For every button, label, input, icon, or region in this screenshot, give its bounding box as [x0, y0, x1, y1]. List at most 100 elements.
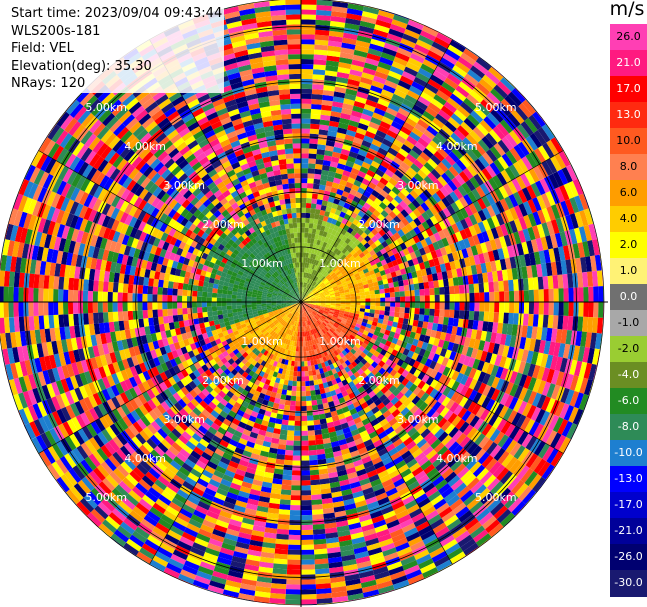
velocity-gate	[519, 336, 527, 350]
velocity-gate	[367, 414, 377, 423]
velocity-gate	[310, 303, 316, 305]
velocity-gate	[184, 427, 195, 437]
velocity-gate	[325, 331, 331, 337]
velocity-gate	[304, 295, 309, 299]
velocity-gate	[384, 514, 398, 525]
velocity-gate	[373, 350, 381, 358]
velocity-gate	[372, 29, 389, 38]
velocity-gate	[280, 337, 285, 343]
velocity-gate	[391, 247, 399, 255]
velocity-gate	[303, 311, 306, 317]
velocity-gate	[324, 319, 330, 324]
velocity-gate	[508, 193, 519, 208]
velocity-gate	[387, 261, 394, 269]
velocity-gate	[333, 224, 340, 232]
velocity-gate	[473, 211, 483, 224]
velocity-gate	[431, 551, 448, 563]
velocity-gate	[552, 315, 559, 329]
velocity-gate	[334, 510, 347, 518]
velocity-gate	[251, 448, 262, 456]
velocity-gate	[453, 482, 467, 495]
velocity-gate	[382, 547, 397, 557]
velocity-gate	[500, 77, 515, 92]
velocity-gate	[285, 599, 301, 605]
velocity-gate	[235, 351, 243, 359]
velocity-gate	[455, 220, 465, 232]
velocity-gate	[357, 425, 367, 434]
velocity-gate	[270, 365, 277, 372]
velocity-gate	[304, 277, 307, 283]
velocity-gate	[338, 200, 346, 207]
velocity-gate	[157, 475, 170, 487]
velocity-gate	[425, 252, 434, 261]
velocity-gate	[313, 249, 318, 255]
velocity-gate	[513, 191, 523, 206]
velocity-gate	[412, 235, 421, 244]
velocity-gate	[378, 374, 386, 383]
velocity-gate	[449, 93, 464, 106]
velocity-gate	[520, 121, 534, 136]
velocity-gate	[363, 394, 371, 402]
velocity-gate	[453, 188, 464, 200]
velocity-gate	[295, 331, 298, 337]
velocity-gate	[478, 282, 485, 293]
velocity-gate	[449, 40, 466, 53]
velocity-gate	[320, 263, 326, 269]
velocity-gate	[336, 188, 344, 196]
velocity-gate	[363, 491, 376, 501]
velocity-gate	[469, 302, 475, 312]
velocity-gate	[373, 217, 382, 225]
velocity-gate	[292, 330, 295, 336]
velocity-gate	[391, 93, 405, 104]
velocity-gate	[439, 302, 445, 310]
velocity-gate	[311, 198, 318, 205]
velocity-gate	[268, 416, 277, 424]
velocity-gate	[433, 94, 447, 106]
velocity-gate	[435, 479, 448, 491]
velocity-gate	[558, 246, 566, 261]
velocity-gate	[172, 549, 189, 561]
velocity-gate	[397, 130, 410, 140]
velocity-gate	[341, 488, 353, 496]
velocity-gate	[391, 61, 406, 71]
velocity-gate	[401, 377, 410, 387]
velocity-gate	[337, 529, 351, 538]
velocity-gate	[273, 558, 288, 565]
velocity-gate	[303, 293, 307, 298]
velocity-gate	[346, 440, 357, 449]
velocity-gate	[404, 94, 418, 105]
velocity-gate	[355, 295, 361, 300]
velocity-gate	[164, 449, 177, 460]
velocity-gate	[346, 279, 352, 285]
velocity-gate	[517, 361, 527, 375]
velocity-gate	[354, 307, 361, 312]
velocity-gate	[138, 478, 152, 491]
velocity-gate	[369, 452, 380, 461]
velocity-gate	[463, 257, 471, 267]
velocity-gate	[415, 520, 430, 532]
velocity-gate	[382, 278, 389, 285]
velocity-gate	[538, 302, 544, 315]
velocity-gate	[396, 275, 403, 282]
velocity-gate	[105, 515, 121, 530]
velocity-gate	[305, 300, 311, 302]
velocity-gate	[583, 286, 589, 302]
velocity-gate	[333, 91, 346, 99]
velocity-gate	[314, 316, 319, 321]
velocity-gate	[305, 299, 311, 302]
velocity-gate	[350, 450, 360, 458]
velocity-gate	[478, 311, 485, 322]
velocity-gate	[344, 308, 350, 313]
velocity-gate	[563, 405, 575, 421]
velocity-gate	[480, 330, 488, 342]
velocity-gate	[158, 414, 169, 425]
velocity-gate	[521, 402, 533, 417]
velocity-gate	[138, 444, 151, 457]
velocity-gate	[307, 330, 310, 336]
velocity-gate	[553, 342, 561, 357]
velocity-gate	[315, 277, 320, 283]
velocity-gate	[65, 492, 77, 505]
velocity-gate	[301, 49, 315, 55]
velocity-gate	[320, 295, 326, 298]
velocity-gate	[339, 267, 346, 273]
